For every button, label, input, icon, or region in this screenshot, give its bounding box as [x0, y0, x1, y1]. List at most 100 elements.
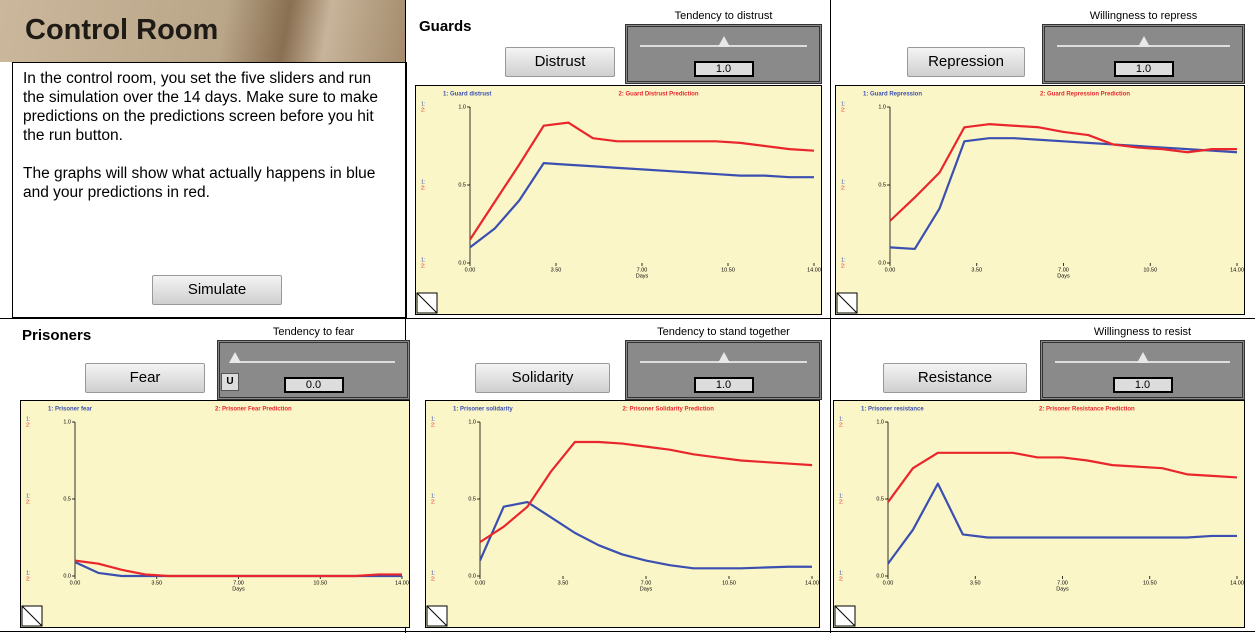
- slider-caption: Tendency to stand together: [625, 326, 822, 338]
- slider-value: 1.0: [1114, 61, 1174, 77]
- slider[interactable]: 1.0: [1042, 24, 1245, 84]
- control-button[interactable]: Repression: [907, 47, 1025, 77]
- control-button[interactable]: Resistance: [883, 363, 1027, 393]
- slider[interactable]: 1.0: [625, 340, 822, 400]
- chart: 1: Guard Repression 2: Guard Repression P…: [835, 85, 1245, 315]
- x-axis-label: Days: [1056, 586, 1069, 592]
- x-tick-label: 3.50: [970, 580, 981, 586]
- legend-entry: 2: Guard Distrust Prediction: [619, 92, 699, 98]
- scale-marker: 2:: [841, 107, 846, 113]
- x-tick-label: 10.50: [313, 580, 327, 586]
- scale-marker: 2:: [431, 499, 436, 505]
- x-tick-label: 10.50: [1143, 267, 1157, 273]
- legend-entry: 2: Prisoner Fear Prediction: [215, 407, 292, 413]
- screen: Control Room In the control room, you se…: [0, 0, 1255, 633]
- y-tick-label: 1.0: [878, 104, 886, 110]
- scale-marker: 2:: [421, 107, 426, 113]
- slider-value: 1.0: [694, 61, 754, 77]
- x-tick-label: 14.00: [1230, 267, 1244, 273]
- chart: 1: Guard distrust 2: Guard Distrust Predi…: [415, 85, 822, 315]
- x-tick-label: 3.50: [971, 267, 982, 273]
- scale-marker: 2:: [26, 422, 31, 428]
- legend-entry: 1: Prisoner resistance: [861, 407, 924, 413]
- simulate-button[interactable]: Simulate: [152, 275, 282, 305]
- slider-thumb: [1137, 352, 1149, 363]
- x-tick-label: 10.50: [1143, 580, 1157, 586]
- slider-value: 1.0: [1113, 377, 1173, 393]
- chart-background: [834, 401, 1245, 628]
- x-tick-label: 14.00: [807, 267, 821, 273]
- x-tick-label: 0.00: [70, 580, 81, 586]
- control-button[interactable]: Distrust: [505, 47, 615, 77]
- chart: 1: Prisoner solidarity 2: Prisoner Solida…: [425, 400, 820, 628]
- legend-entry: 2: Guard Repression Prediction: [1040, 92, 1130, 98]
- slider-track: [232, 361, 395, 363]
- scale-marker: 2:: [421, 185, 426, 191]
- y-tick-label: 0.5: [468, 496, 476, 502]
- chart: 1: Prisoner resistance 2: Prisoner Resist…: [833, 400, 1245, 628]
- control-button[interactable]: Fear: [85, 363, 205, 393]
- scale-marker: 2:: [839, 499, 844, 505]
- section-label: Guards: [419, 18, 472, 35]
- header-banner: Control Room: [0, 0, 405, 62]
- scale-marker: 2:: [26, 576, 31, 582]
- y-tick-label: 0.5: [458, 182, 466, 188]
- scale-marker: 2:: [421, 263, 426, 269]
- chart-background: [21, 401, 410, 628]
- divider: [0, 631, 1255, 632]
- y-tick-label: 1.0: [468, 419, 476, 425]
- y-tick-label: 1.0: [876, 419, 884, 425]
- slider-thumb: [718, 36, 730, 47]
- slider[interactable]: 1.0: [1040, 340, 1245, 400]
- scale-marker: 2:: [839, 422, 844, 428]
- slider[interactable]: 1.0: [625, 24, 822, 84]
- chart-background: [416, 86, 822, 315]
- x-tick-label: 0.00: [883, 580, 894, 586]
- x-tick-label: 0.00: [475, 580, 486, 586]
- y-tick-label: 0.5: [878, 182, 886, 188]
- scale-marker: 2:: [841, 185, 846, 191]
- slider[interactable]: 0.0: [217, 340, 410, 400]
- y-tick-label: 0.0: [878, 260, 886, 266]
- x-axis-label: Days: [640, 586, 653, 592]
- x-tick-label: 10.50: [722, 580, 736, 586]
- divider: [830, 0, 831, 633]
- x-tick-label: 3.50: [151, 580, 162, 586]
- y-tick-label: 0.0: [876, 573, 884, 579]
- legend-entry: 1: Guard distrust: [443, 92, 491, 98]
- slider-caption: Tendency to distrust: [625, 10, 822, 22]
- slider-value: 0.0: [284, 377, 344, 393]
- control-button[interactable]: Solidarity: [475, 363, 610, 393]
- legend-entry: 1: Guard Repression: [863, 92, 922, 98]
- scale-marker: 2:: [841, 263, 846, 269]
- scale-marker: 2:: [26, 499, 31, 505]
- lock-button[interactable]: U: [221, 373, 239, 391]
- page-title: Control Room: [25, 14, 218, 47]
- x-tick-label: 3.50: [558, 580, 569, 586]
- legend-entry: 2: Prisoner Solidarity Prediction: [623, 407, 715, 413]
- x-axis-label: Days: [636, 273, 649, 279]
- y-tick-label: 0.0: [63, 573, 71, 579]
- x-tick-label: 10.50: [721, 267, 735, 273]
- x-tick-label: 14.00: [1230, 580, 1244, 586]
- x-tick-label: 3.50: [551, 267, 562, 273]
- scale-marker: 2:: [431, 576, 436, 582]
- slider-thumb: [718, 352, 730, 363]
- y-tick-label: 0.0: [468, 573, 476, 579]
- chart-background: [426, 401, 820, 628]
- x-tick-label: 0.00: [885, 267, 896, 273]
- legend-entry: 1: Prisoner fear: [48, 407, 93, 413]
- slider-thumb: [229, 352, 241, 363]
- y-tick-label: 1.0: [458, 104, 466, 110]
- legend-entry: 2: Prisoner Resistance Prediction: [1039, 407, 1135, 413]
- chart: 1: Prisoner fear 2: Prisoner Fear Predict…: [20, 400, 410, 628]
- slider-value: 1.0: [694, 377, 754, 393]
- x-axis-label: Days: [232, 586, 245, 592]
- y-tick-label: 0.5: [876, 496, 884, 502]
- x-tick-label: 14.00: [805, 580, 819, 586]
- legend-entry: 1: Prisoner solidarity: [453, 407, 513, 413]
- y-tick-label: 0.5: [63, 496, 71, 502]
- slider-caption: Willingness to repress: [1042, 10, 1245, 22]
- y-tick-label: 1.0: [63, 419, 71, 425]
- slider-caption: Willingness to resist: [1040, 326, 1245, 338]
